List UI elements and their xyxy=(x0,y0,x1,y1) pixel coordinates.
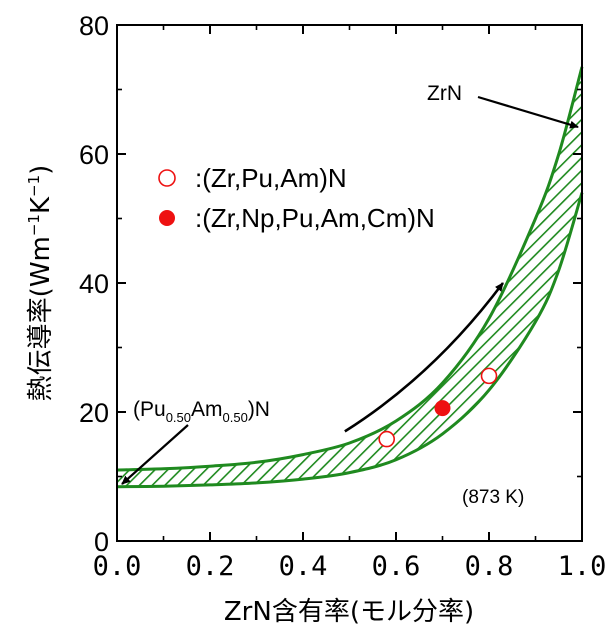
legend-marker-filled xyxy=(159,210,175,226)
pu-suffix: )N xyxy=(248,398,270,421)
y-title-exp1: −1 xyxy=(25,214,43,236)
pu-am-arrow xyxy=(121,424,189,485)
x-tick-label: 0.4 xyxy=(279,551,328,582)
y-tick-label: 20 xyxy=(79,398,109,428)
x-tick-label: 1.0 xyxy=(558,551,607,582)
zrn-arrow xyxy=(477,95,579,129)
y-title-mid: K xyxy=(26,196,56,214)
data-points xyxy=(378,367,498,448)
data-point-open xyxy=(480,367,498,385)
pu-subscript: 0.50 xyxy=(166,410,191,425)
y-title-end: ) xyxy=(26,165,56,175)
legend-label-open: :(Zr,Pu,Am)N xyxy=(195,163,347,193)
band-upper-edge xyxy=(116,66,584,472)
trend-arrow xyxy=(344,282,504,433)
x-tick-label: 0.0 xyxy=(93,551,142,582)
pu-prefix: (Pu xyxy=(133,398,166,421)
zrn-label: ZrN xyxy=(427,82,462,105)
data-point-filled xyxy=(434,400,451,417)
y-title-exp2: −1 xyxy=(25,175,43,197)
temperature-label: (873 K) xyxy=(462,487,524,508)
y-tick-label: 80 xyxy=(79,11,109,41)
band-lower-edge xyxy=(116,192,584,489)
conductivity-band xyxy=(116,66,584,489)
pu-am-label: (Pu0.50Am0.50)N xyxy=(133,398,270,425)
x-tick-label: 0.6 xyxy=(372,551,421,582)
am-text: Am xyxy=(191,398,223,421)
legend: :(Zr,Pu,Am)N :(Zr,Np,Pu,Am,Cm)N xyxy=(158,163,435,233)
am-subscript: 0.50 xyxy=(223,410,248,425)
y-tick-label: 60 xyxy=(79,140,109,170)
legend-label-filled: :(Zr,Np,Pu,Am,Cm)N xyxy=(195,203,435,233)
axis-ticks: 0.0 0.2 0.4 0.6 0.8 1.0 0 20 40 60 80 xyxy=(79,11,606,582)
y-tick-label: 0 xyxy=(94,527,109,557)
data-point-open xyxy=(378,430,396,448)
y-tick-label: 40 xyxy=(79,269,109,299)
zrn-annotation: ZrN xyxy=(427,82,579,129)
y-title-main: 熱伝導率(Wm xyxy=(26,236,56,401)
x-axis-title: ZrN含有率(モル分率) xyxy=(224,597,474,627)
pu-am-annotation: (Pu0.50Am0.50)N xyxy=(121,398,270,485)
legend-marker-open xyxy=(158,169,176,187)
x-tick-label: 0.8 xyxy=(465,551,514,582)
trend-arrow-path xyxy=(344,282,504,433)
y-axis-title: 熱伝導率(Wm−1K−1) xyxy=(25,165,56,402)
band-fill xyxy=(117,66,582,487)
x-tick-label: 0.2 xyxy=(186,551,235,582)
